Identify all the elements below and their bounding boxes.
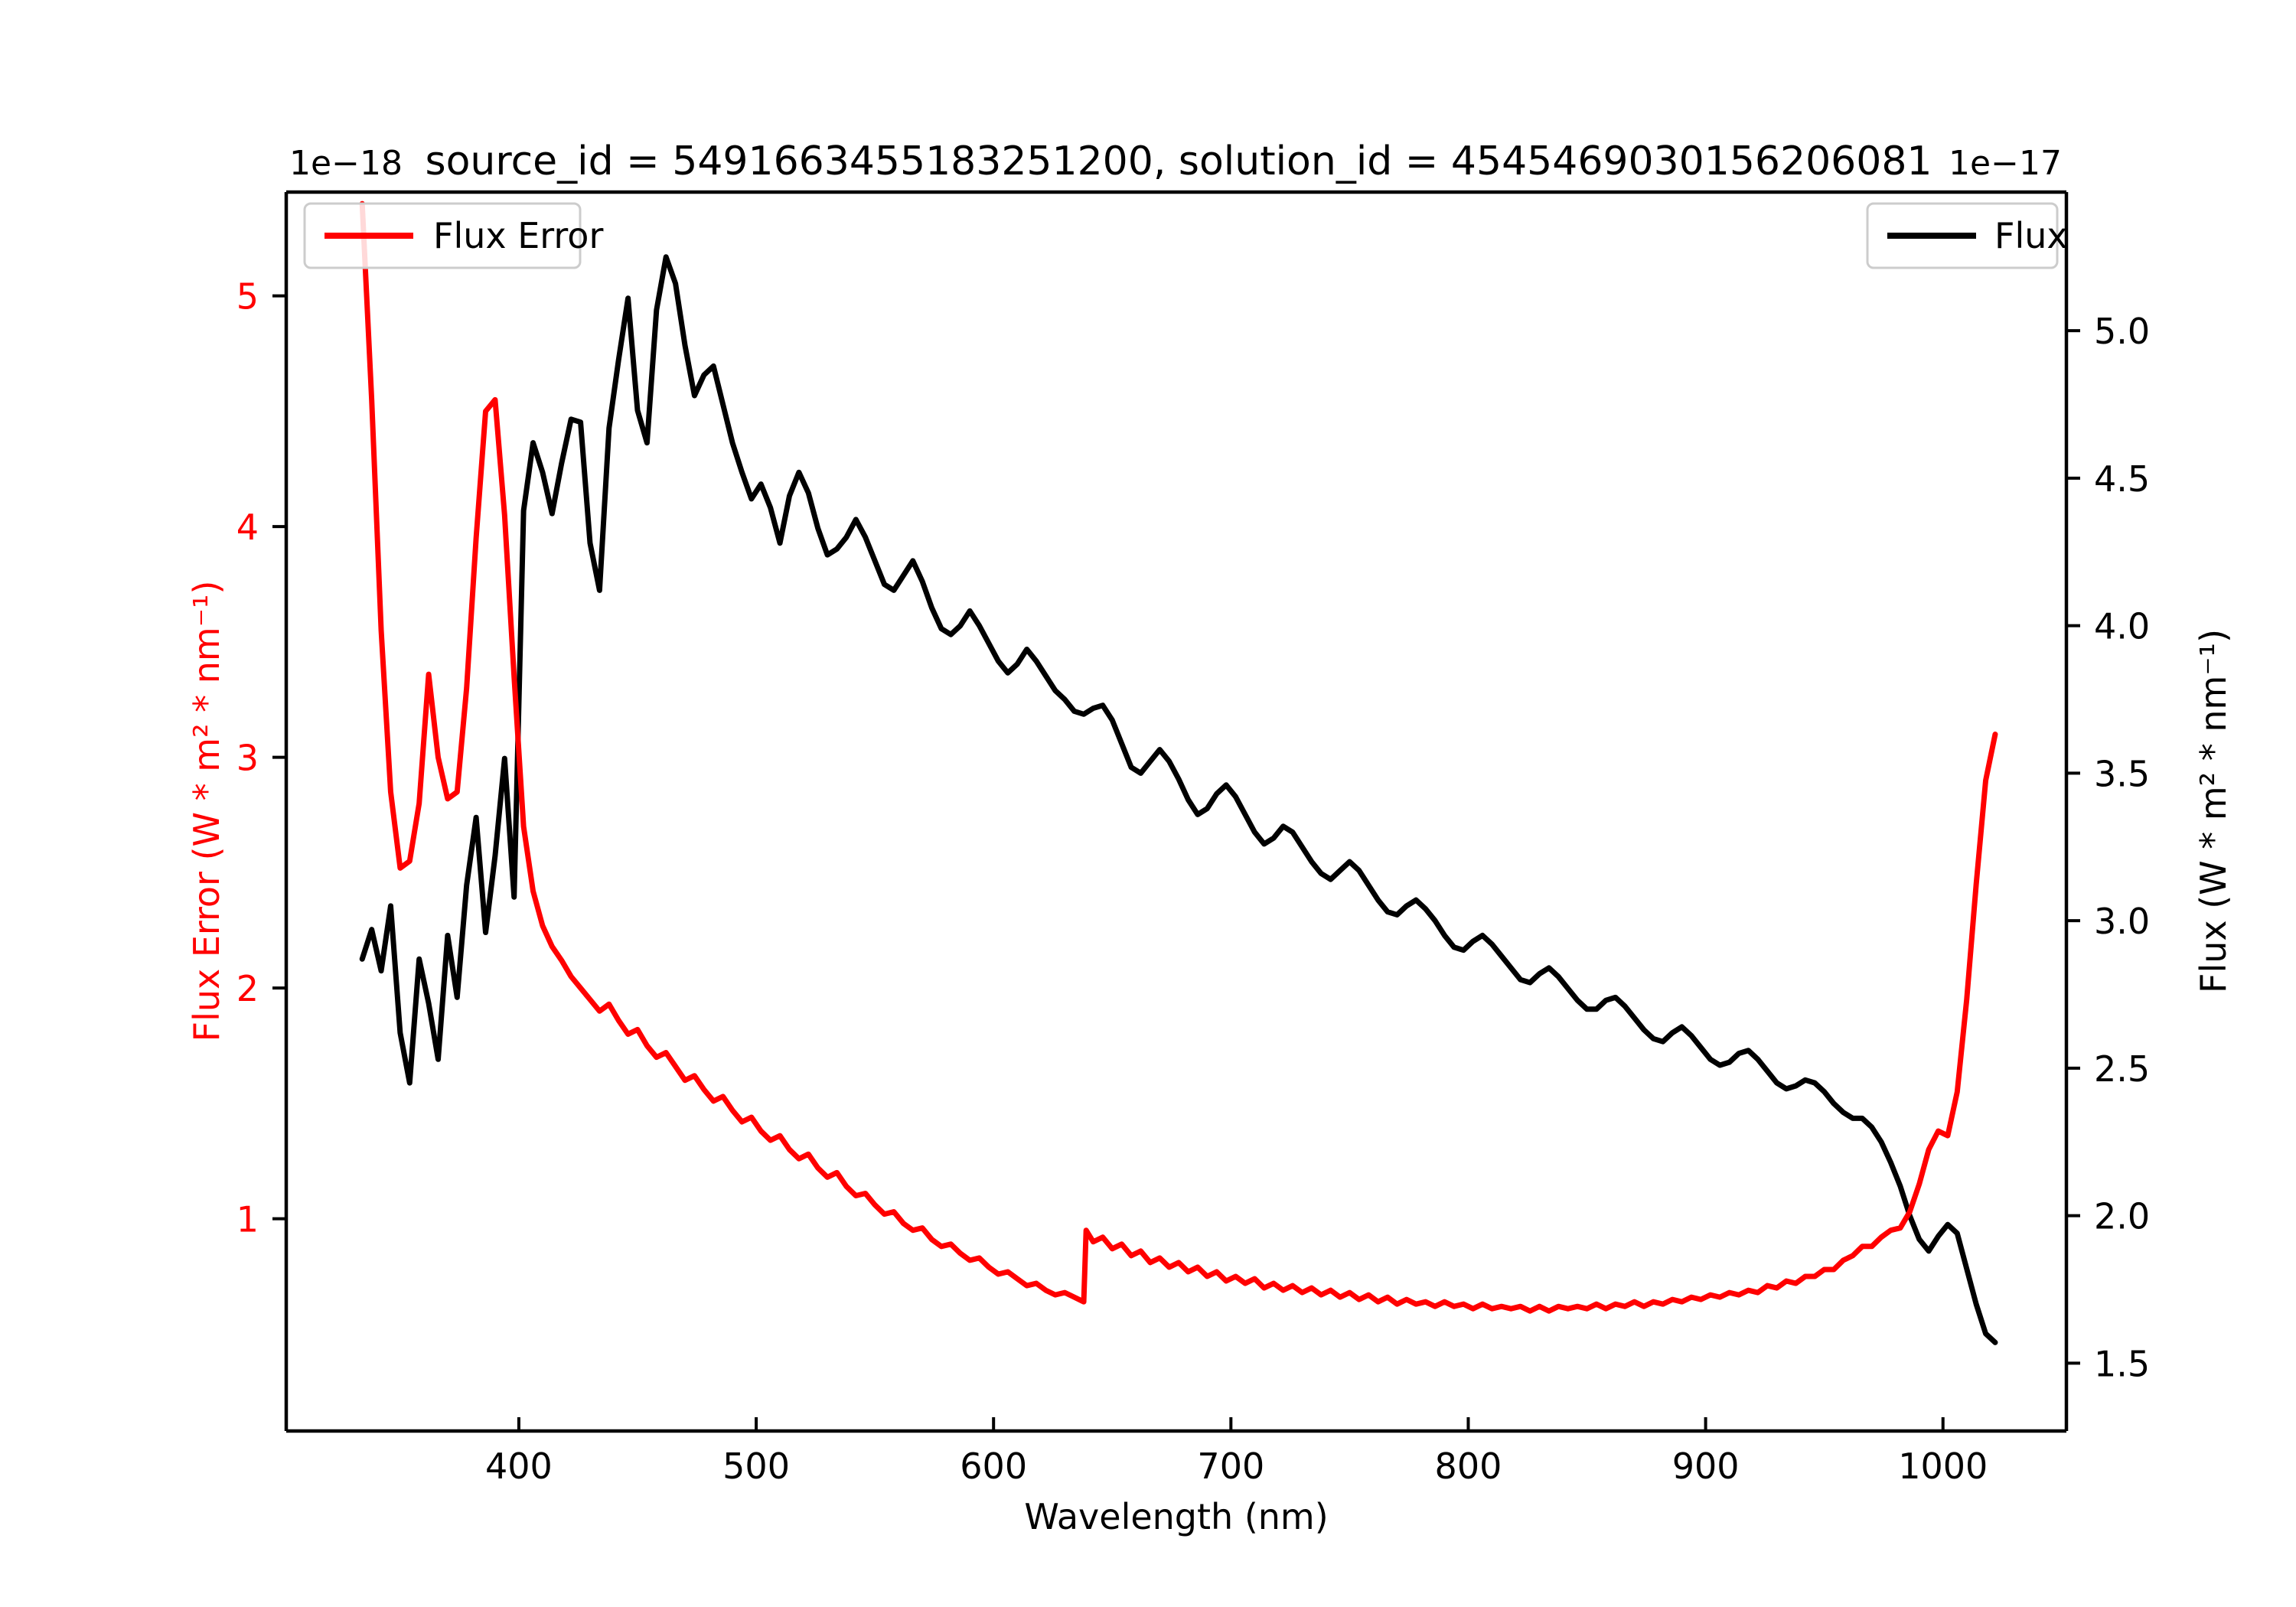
y-left-axis-ticks: 1 2 3 4 5 <box>236 276 286 1240</box>
y-left-tick-label: 2 <box>236 968 259 1009</box>
y-right-axis-label: Flux (W * m² * nm⁻¹) <box>2193 629 2234 993</box>
x-tick-label: 800 <box>1435 1446 1502 1487</box>
y-left-tick-label: 5 <box>236 276 259 318</box>
legend-flux-label: Flux <box>1994 215 2068 256</box>
plot-frame <box>284 190 2069 1433</box>
y-left-tick-label: 3 <box>236 738 259 779</box>
x-tick-label: 900 <box>1672 1446 1740 1487</box>
y-right-tick-label: 4.0 <box>2094 606 2150 647</box>
y-right-tick-label: 5.0 <box>2094 311 2150 352</box>
y-right-tick-label: 3.0 <box>2094 901 2150 942</box>
y-right-tick-label: 1.5 <box>2094 1343 2150 1384</box>
x-axis-ticks: 400 500 600 700 800 900 1000 <box>485 1417 1988 1487</box>
legend-flux-error-label: Flux Error <box>433 215 603 256</box>
x-tick-label: 1000 <box>1898 1446 1988 1487</box>
legend-flux-error-box <box>303 202 582 269</box>
y-left-axis-label: Flux Error (W * m² * nm⁻¹) <box>186 581 227 1042</box>
y-right-tick-label: 4.5 <box>2094 458 2150 500</box>
y-right-tick-label: 3.5 <box>2094 753 2150 794</box>
y-left-tick-label: 1 <box>236 1199 259 1240</box>
x-tick-label: 700 <box>1197 1446 1264 1487</box>
y-left-tick-label: 4 <box>236 507 259 548</box>
right-axis-exponent-label: 1e−17 <box>1949 144 2062 183</box>
x-tick-label: 500 <box>722 1446 790 1487</box>
y-right-tick-label: 2.5 <box>2094 1048 2150 1090</box>
legend-flux-error[interactable]: Flux Error <box>303 202 603 269</box>
y-right-tick-label: 2.0 <box>2094 1196 2150 1237</box>
flux-curve <box>359 254 1998 1345</box>
data-curves <box>359 200 1998 1345</box>
page-title: source_id = 5491663455183251200, solutio… <box>425 139 1932 184</box>
left-axis-exponent-label: 1e−18 <box>289 144 403 183</box>
x-axis-label: Wavelength (nm) <box>1024 1496 1328 1537</box>
x-tick-label: 600 <box>960 1446 1027 1487</box>
y-right-axis-ticks: 1.5 2.0 2.5 3.0 3.5 4.0 4.5 5.0 <box>2066 311 2150 1384</box>
legend-flux[interactable]: Flux <box>1866 202 2068 269</box>
flux-error-curve <box>359 200 1998 1314</box>
x-tick-label: 400 <box>485 1446 553 1487</box>
